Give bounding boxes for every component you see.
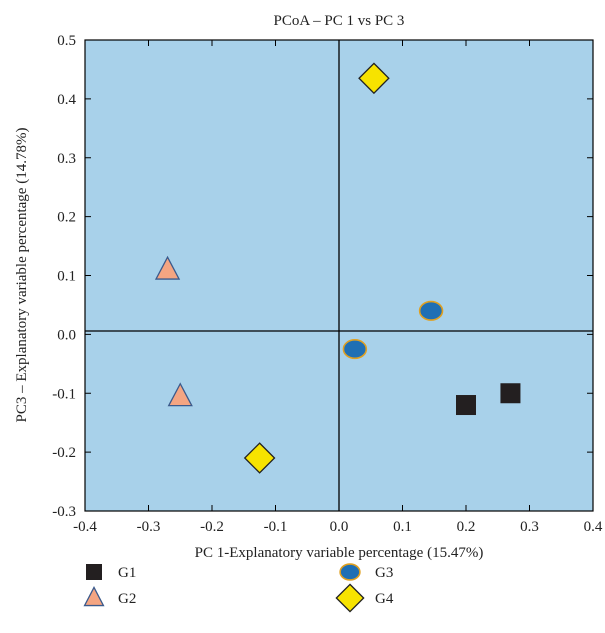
y-tick-label: 0.2 (57, 210, 76, 226)
point-g2 (167, 382, 193, 407)
x-tick-label: -0.2 (200, 519, 224, 535)
point-g3 (418, 300, 444, 321)
x-tick-label: 0.0 (330, 519, 349, 535)
y-tick-label: 0.5 (57, 33, 76, 49)
point-g3 (342, 339, 368, 360)
x-tick-label: -0.1 (264, 519, 288, 535)
legend-marker-g2 (83, 586, 105, 607)
axis-ticks: -0.4 -0.3 -0.2 -0.1 0.0 0.1 0.2 0.3 0.4-0.3-0.2-… (52, 33, 603, 535)
y-axis-label: PC3 – Explanatory variable percentage (1… (14, 128, 30, 423)
y-tick-label: 0.3 (57, 151, 76, 167)
legend-label-g1: G1 (118, 565, 136, 581)
point-g1 (500, 383, 521, 404)
y-tick-label: -0.3 (52, 504, 76, 520)
point-g4 (358, 62, 390, 95)
point-g4 (243, 442, 276, 474)
legend-label-g4: G4 (375, 591, 394, 607)
x-tick-label: 0.4 (584, 519, 603, 535)
legend: G1 G2 G3 G4 (83, 563, 394, 613)
y-tick-label: -0.1 (52, 386, 76, 402)
x-axis-label: PC 1-Explanatory variable percentage (15… (195, 545, 484, 561)
x-tick-label: 0.3 (520, 519, 539, 535)
legend-marker-g4 (335, 583, 365, 613)
y-tick-label: 0.1 (57, 269, 76, 285)
y-tick-label: 0.0 (57, 327, 76, 343)
x-tick-label: 0.2 (457, 519, 476, 535)
x-tick-label: -0.4 (73, 519, 97, 535)
x-tick-label: 0.1 (393, 519, 412, 535)
legend-label-g3: G3 (375, 565, 393, 581)
x-tick-label: -0.3 (137, 519, 161, 535)
data-points (154, 62, 521, 474)
chart-title: PCoA – PC 1 vs PC 3 (274, 13, 405, 29)
y-tick-label: -0.2 (52, 445, 76, 461)
y-tick-label: 0.4 (57, 92, 76, 108)
legend-marker-g3 (339, 563, 361, 581)
legend-label-g2: G2 (118, 591, 136, 607)
legend-marker-g1 (86, 564, 102, 580)
point-g1 (456, 395, 476, 416)
point-g2 (154, 255, 181, 280)
